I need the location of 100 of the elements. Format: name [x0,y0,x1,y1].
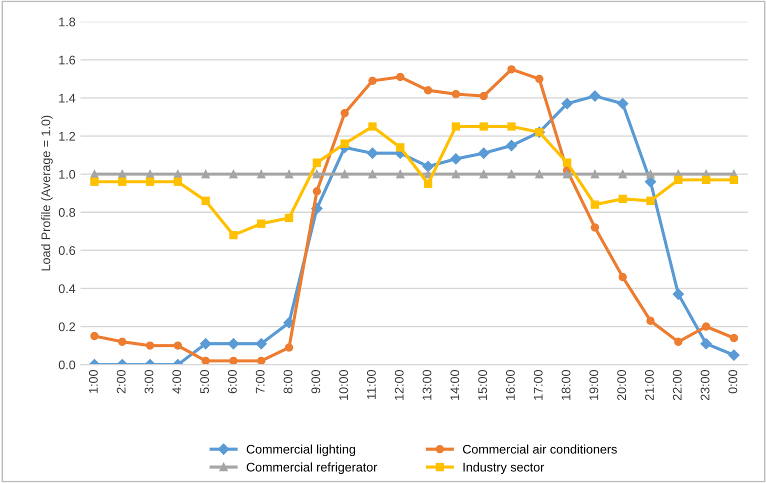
x-tick-label: 6:00 [228,370,237,394]
point [450,153,462,165]
point [424,86,432,94]
point [730,334,738,342]
point [424,180,432,188]
point [174,178,182,186]
point [480,122,488,131]
point [284,343,294,352]
point [201,196,210,205]
y-tick-label: 0.0 [58,360,76,370]
x-tick-label: 11:00 [366,370,376,399]
x-tick-label: 21:00 [645,370,654,400]
y-axis-title: Load Profile (Average = 1.0) [41,116,53,270]
point [562,158,572,167]
point [146,341,154,350]
x-tick-label: 7:00 [256,370,265,394]
point [257,170,266,178]
point [478,148,490,159]
x-tick-label: 0:00 [728,370,738,394]
point [674,176,682,184]
y-tick-label: 1.4 [59,94,76,102]
point [590,200,600,209]
point [368,170,377,178]
point [452,122,460,131]
x-tick-label: 9:00 [311,370,320,394]
point [646,196,655,205]
point [229,356,238,365]
point [284,170,294,178]
point [618,170,627,178]
point [728,350,740,361]
point [562,170,572,178]
point [174,341,182,350]
point [312,170,322,178]
x-tick-label: 15:00 [478,370,488,400]
x-tick-label: 10:00 [339,370,348,400]
x-tick-label: 2:00 [116,370,126,394]
point [646,170,655,178]
point [340,109,349,118]
point [617,98,628,110]
point [312,158,322,167]
point [507,65,516,74]
point [618,272,627,282]
x-tick-label: 19:00 [589,370,598,400]
point [118,338,126,346]
point [396,143,404,152]
y-tick-label: 1.6 [59,56,76,64]
point [422,160,434,172]
y-tick-label: 1.2 [59,132,76,141]
point [146,170,154,178]
point [590,170,600,178]
y-tick-label: 1.8 [59,18,76,26]
point [90,178,99,186]
point [312,187,322,196]
point [535,74,544,84]
point [340,170,349,178]
point [146,178,154,186]
point [590,223,600,232]
point [340,140,349,148]
point [561,98,573,110]
point [507,170,516,178]
x-tick-label: 5:00 [200,370,210,394]
point [396,170,404,178]
point [229,170,238,178]
x-tick-label: 8:00 [284,370,292,394]
y-tick-label: 0.8 [58,208,76,217]
point [535,170,544,178]
y-tick-label: 0.4 [58,284,76,294]
y-tick-label: 0.2 [58,322,76,332]
point [589,90,601,102]
y-tick-label: 1.0 [59,170,76,179]
point [200,338,212,350]
x-tick-label: 1:00 [88,370,98,393]
point [702,322,710,331]
point [90,332,99,340]
legend-label: Commercial lighting [246,444,356,456]
x-tick-label: 4:00 [172,370,182,394]
point [480,170,488,178]
point [118,178,126,186]
x-tick-label: 20:00 [617,370,626,400]
x-tick-label: 22:00 [672,370,682,400]
point [674,338,682,346]
x-tick-label: 18:00 [562,370,570,400]
x-tick-label: 16:00 [506,370,515,400]
point [672,288,684,300]
point [118,170,126,178]
point [480,92,488,100]
point [201,170,210,178]
point [700,338,712,350]
point [646,316,655,326]
point [257,220,266,228]
point [228,338,240,350]
point [702,176,710,184]
legend-label: Industry sector [464,462,544,474]
x-tick-label: 17:00 [534,370,543,400]
point [396,72,404,82]
point [256,338,267,350]
point [507,122,516,131]
legend-label: Commercial refrigerator [246,462,378,474]
x-tick-label: 13:00 [422,370,432,400]
point [452,90,460,98]
